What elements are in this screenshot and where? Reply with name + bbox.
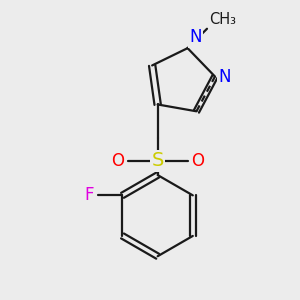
Text: CH₃: CH₃	[209, 12, 236, 27]
Text: O: O	[191, 152, 204, 170]
Text: F: F	[85, 186, 94, 204]
Text: O: O	[111, 152, 124, 170]
Text: S: S	[152, 152, 164, 170]
Text: N: N	[189, 28, 202, 46]
Text: N: N	[218, 68, 231, 85]
